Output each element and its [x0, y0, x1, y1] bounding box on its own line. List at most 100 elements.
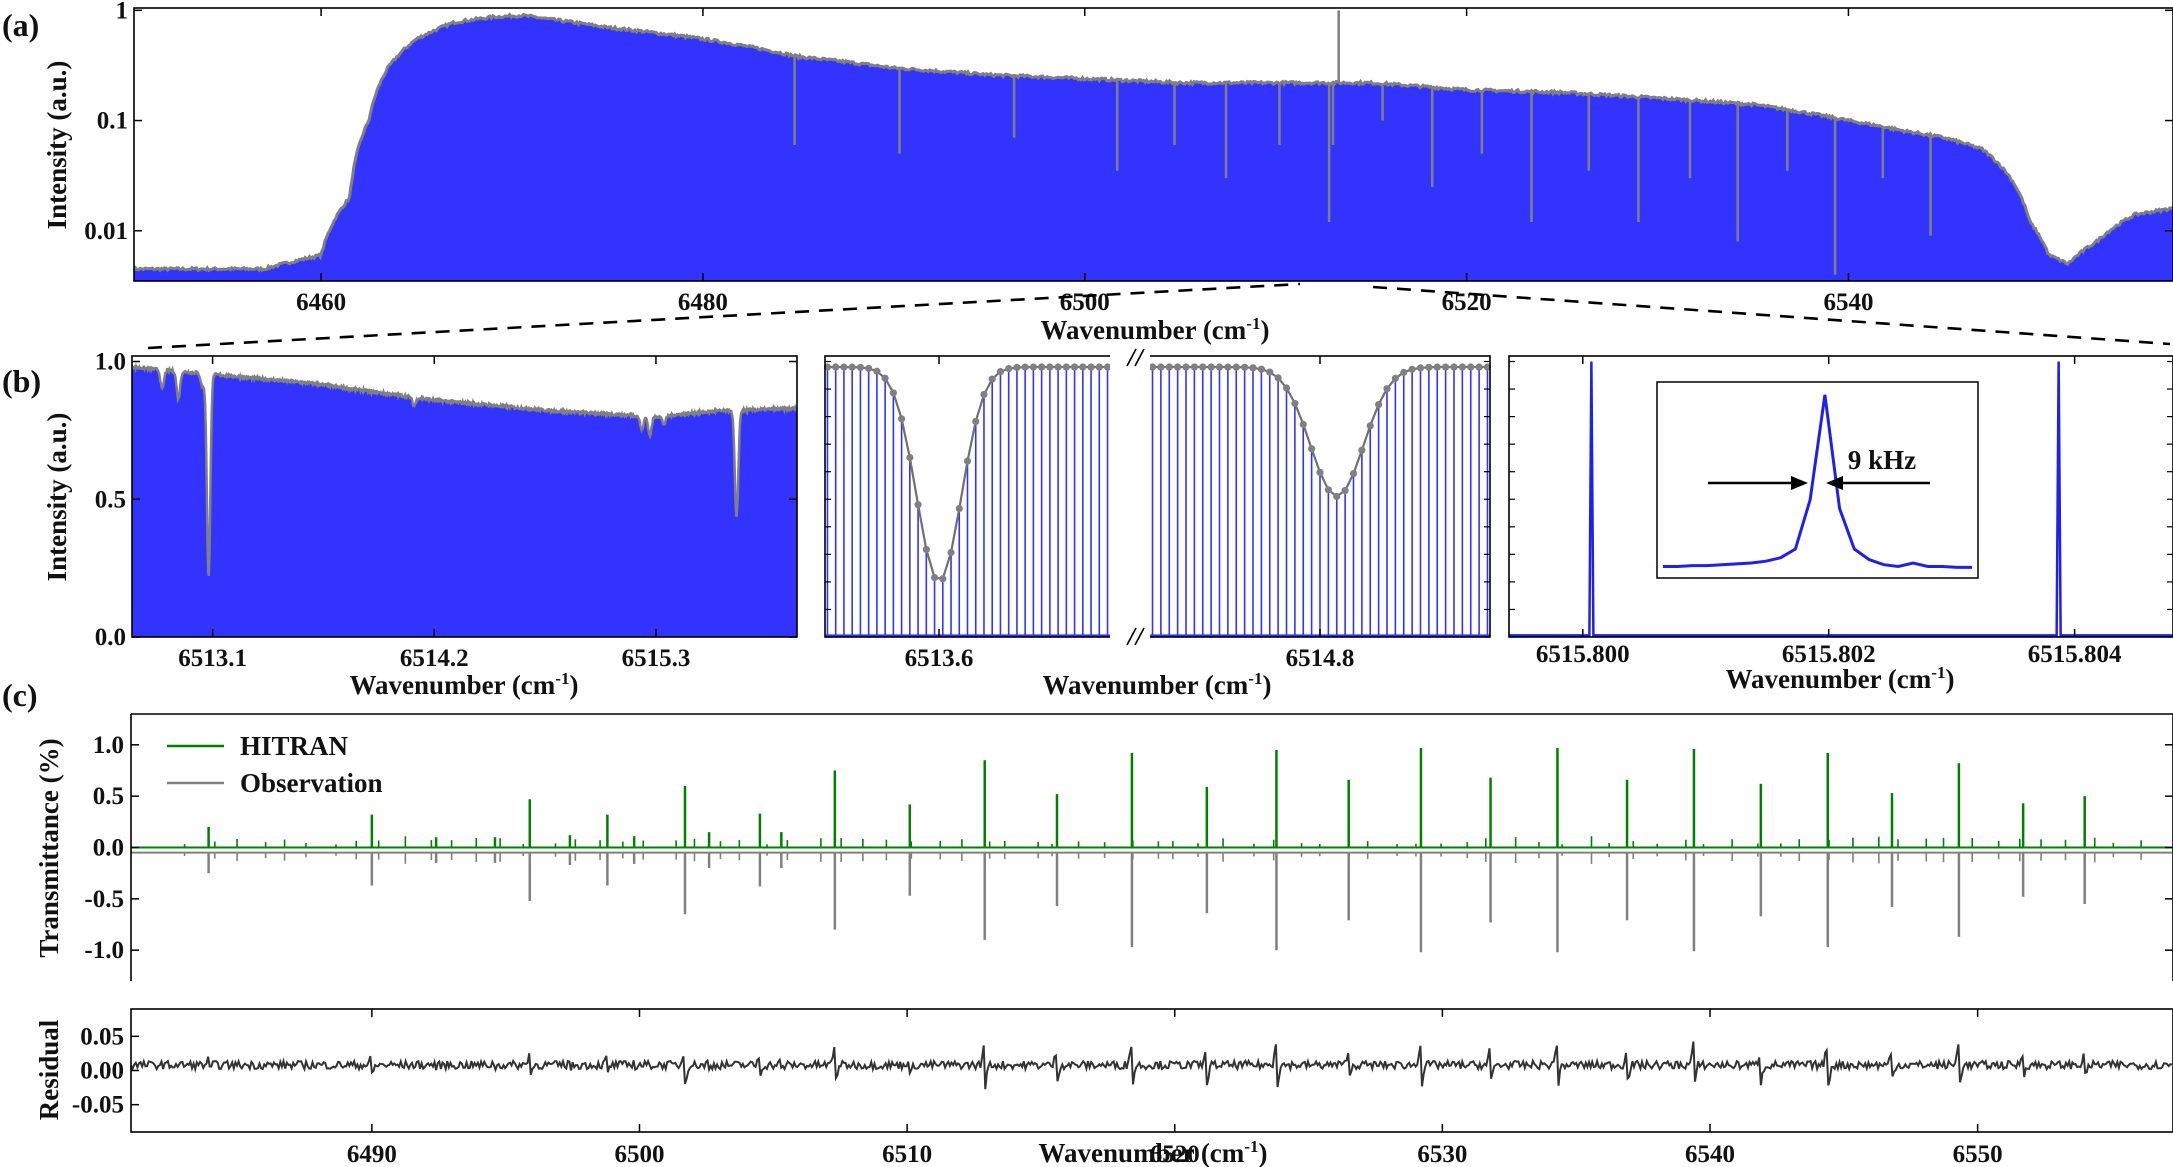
- panel-a-xtick-label: 6500: [1060, 289, 1110, 316]
- comb-mode-point: [914, 501, 922, 509]
- axis-break-mark: [1134, 627, 1145, 646]
- comb-mode-point: [1005, 364, 1013, 373]
- comb-mode-point: [1249, 364, 1257, 372]
- comb-mode-point: [1182, 363, 1190, 371]
- comb-mode-point: [856, 363, 865, 372]
- comb-mode-point: [1450, 363, 1458, 371]
- comb-mode-point: [1400, 368, 1408, 376]
- residual-ylabel: Residual: [34, 1019, 64, 1120]
- zoom-connector-right: [1372, 285, 2171, 346]
- panel-c-ytick-label: 1.0: [93, 732, 124, 759]
- panel-b1-ylabel: Intensity (a.u.): [42, 413, 72, 582]
- comb-mode-point: [1095, 363, 1103, 371]
- comb-mode-point: [1013, 363, 1021, 372]
- legend-label-observation: Observation: [240, 768, 383, 798]
- comb-mode-point: [996, 368, 1005, 376]
- comb-mode-point: [963, 457, 972, 465]
- panel-b1-xtick-label: 6514.2: [400, 645, 469, 672]
- panel-b3-ticks: 6515.800 6515.802 6515.804: [1509, 356, 2173, 668]
- comb-mode-point: [1425, 363, 1433, 371]
- residual-ticks: 6490 6500 6510 6520 6530 6540 6550 -0.05 0.00 0.0…: [72, 1009, 2003, 1167]
- comb-mode-point: [939, 575, 947, 583]
- inset-arrowhead-left: [1791, 476, 1808, 490]
- panel-c-ytick-label: 0.5: [93, 783, 124, 810]
- panel-b2-ticks: 6513.6 6514.8: [825, 356, 1490, 672]
- inset-linewidth-profile: [1663, 394, 1972, 569]
- comb-mode-point: [1257, 365, 1265, 373]
- panel-b1-envelope: [131, 362, 798, 577]
- panel-b2-xlabel: Wavenumber (cm-1): [1043, 669, 1272, 700]
- comb-mode-point: [1308, 445, 1316, 453]
- comb-mode-point: [1291, 399, 1299, 408]
- comb-mode-point: [922, 545, 930, 554]
- comb-mode-point: [1282, 384, 1291, 392]
- panel-label-c: (c): [2, 677, 38, 713]
- panel-c-ytick-label: -0.5: [84, 886, 124, 913]
- panel-a-xtick-label: 6540: [1823, 289, 1873, 316]
- comb-mode-point: [1199, 363, 1207, 371]
- comb-mode-point: [848, 363, 856, 371]
- comb-mode-point: [1433, 363, 1441, 371]
- comb-mode-point: [988, 375, 996, 383]
- residual-xtick-label: 6530: [1417, 1141, 1467, 1167]
- comb-mode-point: [1232, 363, 1240, 371]
- comb-mode-point: [1458, 363, 1466, 371]
- comb-mode-point: [1021, 363, 1029, 371]
- panel-a-ytick-label: 1: [116, 0, 129, 24]
- comb-mode-point: [1207, 363, 1215, 371]
- panel-b1-xlabel: Wavenumber (cm-1): [350, 669, 579, 700]
- panel-b3-comb-modes: [1509, 361, 2173, 637]
- panel-b1-spectrum-fill: [132, 366, 797, 637]
- comb-mode-point: [832, 363, 840, 371]
- residual-ytick-label: 0.00: [80, 1058, 124, 1085]
- comb-mode-point: [1062, 363, 1070, 371]
- comb-mode-point: [1241, 363, 1249, 371]
- comb-mode-point: [840, 363, 848, 371]
- comb-mode-point: [1157, 363, 1165, 371]
- panel-c-ytick-label: -1.0: [84, 937, 124, 964]
- comb-mode-point: [1467, 363, 1475, 371]
- panel-a-plot-area: [132, 10, 2173, 282]
- legend-label-hitran: HITRAN: [240, 731, 349, 761]
- comb-mode-point: [1038, 363, 1046, 371]
- comb-mode-point: [1087, 363, 1095, 371]
- panel-b3-frame: [1508, 355, 2173, 638]
- panel-b2-frame: [824, 355, 1491, 638]
- comb-mode-point: [1266, 368, 1274, 376]
- panel-b1-ytick-label: 0.5: [95, 486, 126, 513]
- comb-mode-point: [955, 504, 963, 513]
- panel-b1-chart: 6513.1 6514.2 6515.3 0.0 0.5 1.0 Wavenumber (…: [42, 349, 798, 700]
- panel-b2-xtick-label: 6513.6: [905, 645, 974, 672]
- residual-ytick-label: 0.05: [80, 1023, 124, 1050]
- residual-xtick-label: 6540: [1685, 1141, 1735, 1167]
- panel-b1-ticks: 6513.1 6514.2 6515.3 0.0 0.5 1.0: [95, 349, 797, 672]
- panel-b2-xtick-label: 6514.8: [1286, 645, 1355, 672]
- comb-mode-point: [1358, 446, 1366, 454]
- panel-a-xlabel: Wavenumber (cm-1): [1041, 314, 1270, 345]
- comb-mode-point: [1070, 363, 1079, 371]
- panel-a-xtick-label: 6480: [678, 289, 728, 316]
- comb-mode-point: [1383, 385, 1391, 393]
- inset-arrowhead-right: [1826, 476, 1843, 490]
- comb-mode-point: [1475, 363, 1483, 371]
- comb-mode-point: [1079, 363, 1087, 371]
- comb-mode-point: [1366, 422, 1374, 430]
- panel-a-spectrum-fill: [134, 14, 2173, 282]
- comb-mode-point: [980, 390, 988, 399]
- comb-mode-point: [972, 417, 980, 426]
- comb-mode-point: [1375, 400, 1383, 409]
- comb-mode-point: [1333, 492, 1341, 501]
- axis-break-mark: [1126, 348, 1137, 367]
- panel-b1-plot-area: [131, 362, 798, 637]
- panel-a-ytick-label: 0.01: [84, 218, 128, 245]
- residual-chart: 6490 6500 6510 6520 6530 6540 6550 -0.05 0.00 0.0…: [34, 1008, 2173, 1167]
- comb-mode-point: [1416, 364, 1425, 372]
- panel-b3-xtick-label: 6515.804: [2028, 641, 2122, 668]
- panel-b3-xtick-label: 6515.802: [1782, 641, 1876, 668]
- panel-b2-plot-area: [823, 363, 1492, 637]
- comb-mode-point: [1299, 420, 1307, 428]
- comb-mode-point: [906, 453, 914, 462]
